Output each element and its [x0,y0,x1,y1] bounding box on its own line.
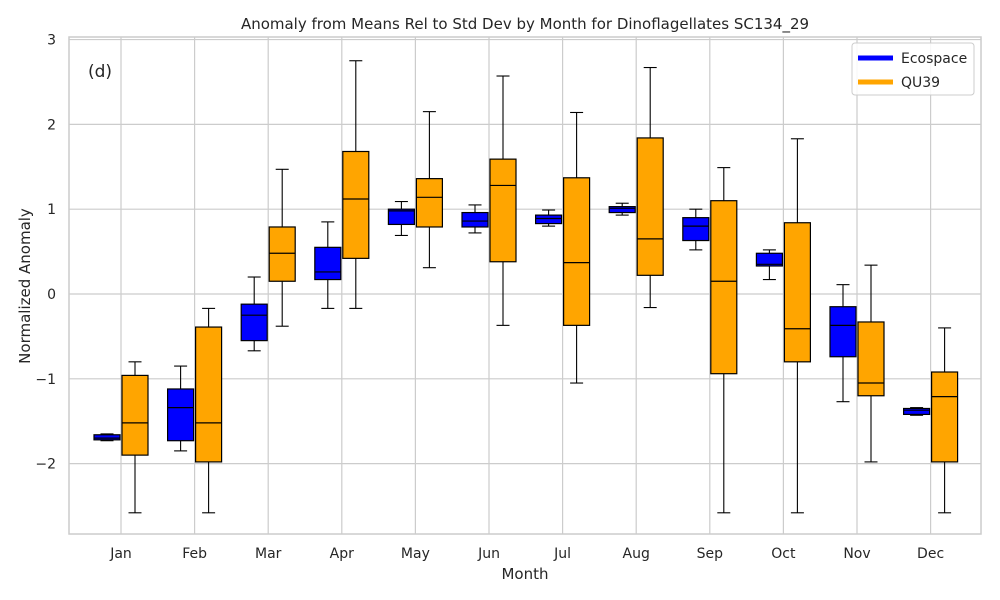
box-ecospace-jul [534,209,563,227]
iqr-box [121,374,149,456]
iqr-box [829,306,857,358]
y-tick-label: 3 [47,33,56,49]
box-qu39-jan [121,361,149,514]
x-tick-label: May [401,546,430,562]
grid-lines [69,37,981,534]
iqr-box [902,407,931,416]
box-qu39-nov [857,264,885,463]
iqr-box [710,200,738,375]
box-ecospace-dec [902,407,931,416]
iqr-box [636,137,664,276]
iqr-box [755,252,784,267]
box-qu39-aug [636,66,664,309]
iqr-box [93,434,121,441]
x-tick-label: Jun [477,546,500,562]
x-axis-label: Month [501,565,548,583]
box-qu39-apr [342,60,370,309]
y-tick-label: −1 [35,372,56,388]
iqr-box [608,206,636,214]
box-qu39-oct [783,138,812,514]
box-qu39-dec [930,327,959,514]
x-tick-label: Mar [255,546,282,562]
iqr-box [342,150,370,259]
box-ecospace-aug [608,202,636,216]
iqr-box [682,217,710,242]
iqr-box [195,326,223,463]
y-tick-label: 1 [47,202,56,218]
box-ecospace-nov [829,284,857,403]
tick-labels: 3 2 1 0 −1 −2 Jan Feb Mar Apr May Jun Jul Aug Sep Oct No… [35,33,944,562]
x-tick-label: Apr [330,546,354,562]
box-ecospace-jan [93,433,121,442]
iqr-box [857,321,885,397]
chart-title: Anomaly from Means Rel to Std Dev by Mon… [241,15,809,34]
box-ecospace-feb [167,365,195,452]
iqr-box [314,246,342,281]
series-qu39 [121,60,959,514]
x-tick-label: Aug [623,546,650,562]
box-ecospace-oct [755,249,784,281]
series-ecospace [93,200,931,452]
iqr-box [461,211,489,228]
iqr-box [167,388,195,442]
box-qu39-may [415,111,443,269]
iqr-box [930,371,959,463]
iqr-box [268,226,296,282]
box-qu39-jun [489,75,517,326]
panel-label: (d) [88,62,112,82]
iqr-box [562,177,591,326]
box-ecospace-may [387,200,415,237]
iqr-box [783,222,812,363]
x-tick-label: Jan [109,546,132,562]
plot-frame [68,36,982,535]
box-ecospace-jun [461,204,489,234]
box-ecospace-mar [240,276,268,352]
box-qu39-feb [195,307,223,514]
y-tick-label: −2 [35,457,56,473]
x-tick-label: Dec [917,546,944,562]
box-qu39-sep [710,167,738,514]
iqr-box [415,178,443,228]
y-axis-label: Normalized Anomaly [16,208,34,364]
iqr-box [534,214,563,225]
y-tick-label: 0 [47,287,56,303]
box-series [93,60,959,514]
legend-label-qu39: QU39 [901,75,940,91]
y-tick-label: 2 [47,117,56,133]
x-tick-label: Oct [771,546,796,562]
box-ecospace-apr [314,221,342,309]
box-qu39-jul [562,111,591,384]
x-tick-label: Sep [697,546,724,562]
iqr-box [387,208,415,226]
iqr-box [489,158,517,263]
legend-label-ecospace: Ecospace [901,51,967,67]
x-tick-label: Jul [553,546,571,562]
box-qu39-mar [268,168,296,327]
x-tick-label: Feb [182,546,207,562]
box-ecospace-sep [682,208,710,251]
iqr-box [240,303,268,342]
x-tick-label: Nov [843,546,870,562]
legend: Ecospace QU39 [851,42,975,96]
